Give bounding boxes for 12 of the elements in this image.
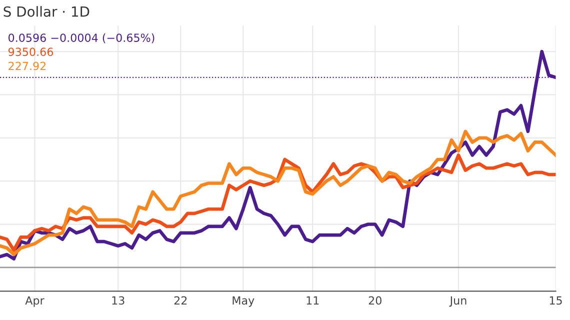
x-tick-label: Jun <box>449 296 466 307</box>
text: 9350.66 <box>8 48 54 56</box>
x-tick-label: Apr <box>25 296 44 307</box>
chart-title: S Dollar · 1D <box>4 6 90 17</box>
x-tick-label: 20 <box>368 296 382 305</box>
text: 227.92 <box>8 62 46 70</box>
text: 0.0596 −0.0004 (−0.65%) <box>8 33 154 44</box>
x-tick-label: 22 <box>174 296 187 305</box>
x-tick-label: 11 <box>306 296 319 305</box>
x-tick-label: 15 <box>550 296 562 305</box>
x-tick-label: 13 <box>112 296 124 305</box>
x-tick-label: May <box>232 296 254 307</box>
